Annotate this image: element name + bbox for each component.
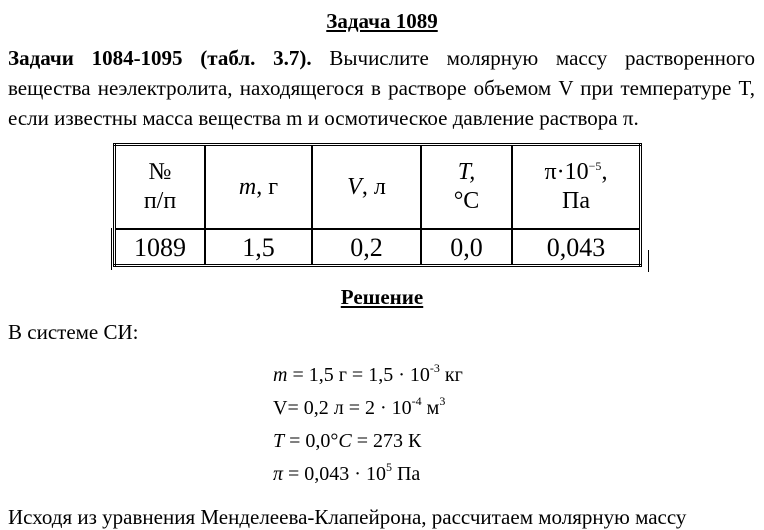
formula-pressure: π = 0,043 · 105 Па: [273, 460, 421, 485]
next-paragraph: Исходя из уравнения Менделеева-Клапейрон…: [8, 505, 687, 529]
header-temperature: T, °С: [420, 143, 513, 230]
data-table: № п/п m, г V, л T, °С π·10−5, Па 1089 1,5 0…: [113, 143, 642, 267]
header-pressure: π·10−5, Па: [511, 143, 642, 230]
table-header-row: № п/п m, г V, л T, °С π·10−5, Па: [113, 143, 642, 230]
header-mass: m, г: [204, 143, 313, 230]
formula-volume: V= 0,2 л = 2 · 10-4 м3: [273, 394, 446, 419]
table-artifact-line: [648, 250, 649, 272]
header-volume: V, л: [311, 143, 422, 230]
solution-title: Решение: [340, 285, 424, 309]
problem-statement: Задачи 1084-1095 (табл. 3.7). Вычислите …: [8, 43, 755, 133]
cell-number: 1089: [113, 228, 206, 267]
table-artifact-line: [111, 228, 112, 270]
si-label: В системе СИ:: [8, 320, 139, 344]
cell-volume: 0,2: [311, 228, 422, 267]
cell-mass: 1,5: [204, 228, 313, 267]
table-row: 1089 1,5 0,2 0,0 0,043: [113, 228, 642, 267]
cell-pressure: 0,043: [511, 228, 642, 267]
cell-temperature: 0,0: [420, 228, 513, 267]
problem-title: Задача 1089: [326, 9, 438, 33]
formula-temperature: T = 0,0°C = 273 К: [273, 430, 422, 452]
formula-mass: m = 1,5 г = 1,5 · 10-3 кг: [273, 361, 463, 386]
header-number: № п/п: [113, 143, 206, 230]
problem-text: Вычислите молярную массу растворенного в…: [8, 46, 755, 130]
problem-lead: Задачи 1084-1095 (табл. 3.7).: [8, 46, 312, 70]
